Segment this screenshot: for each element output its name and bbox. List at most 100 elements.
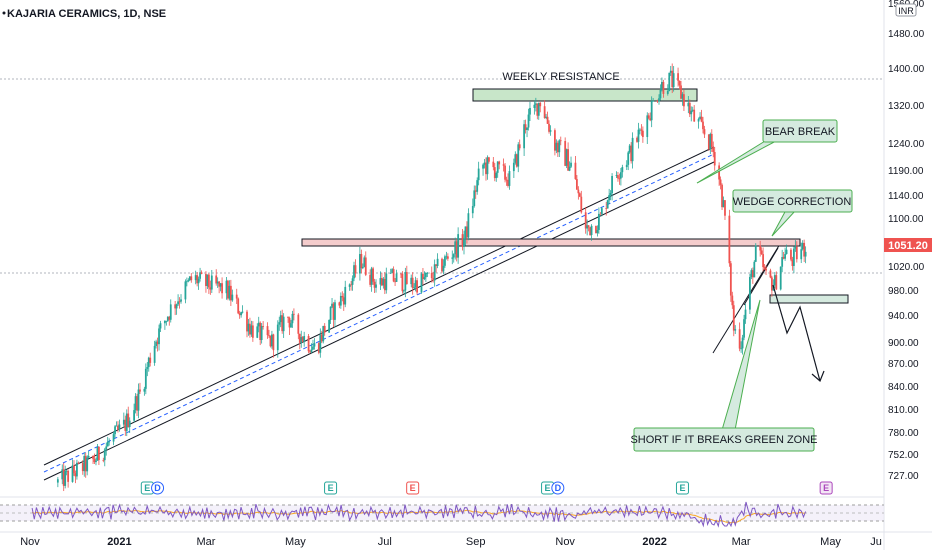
weekly-resistance-zone[interactable] (472, 88, 698, 102)
dividend-marker[interactable] (151, 481, 165, 495)
candle-body (385, 273, 388, 291)
candle-body (313, 343, 316, 347)
green-breakdown-zone[interactable] (769, 294, 849, 304)
candle-body (175, 304, 178, 309)
candle-body (177, 301, 179, 305)
candle-body (341, 295, 344, 298)
candle-body (231, 294, 234, 301)
candle-body (205, 273, 207, 287)
candle-body (383, 278, 386, 291)
candle-body (740, 348, 743, 350)
candle-body (62, 469, 65, 486)
candle-body (297, 314, 300, 334)
candle-body (784, 254, 786, 259)
candle-body (361, 266, 364, 269)
candle-body (279, 315, 282, 323)
candle-body (180, 299, 182, 302)
x-tick-label: Nov (20, 536, 40, 548)
candle-body (247, 323, 250, 332)
y-tick-label: 752.00 (888, 450, 919, 461)
candle-body (753, 261, 756, 278)
bear-break-callout[interactable]: BEAR BREAK (696, 119, 838, 184)
y-tick-label: 1140.00 (888, 191, 924, 202)
x-tick-label: May (820, 536, 841, 548)
rising-channel[interactable] (43, 146, 715, 481)
candle-body (564, 141, 567, 166)
channel-lower-line[interactable] (43, 161, 715, 481)
candle-body (639, 129, 641, 131)
candle-body (125, 413, 128, 431)
candle-body (790, 249, 792, 260)
candle-body (454, 241, 457, 255)
candle-body (523, 124, 526, 149)
candle-body (681, 94, 684, 99)
event-marker-label: E (144, 483, 150, 493)
earnings-marker[interactable] (406, 481, 420, 495)
candle-body (683, 94, 685, 107)
candle-body (257, 322, 260, 327)
candle-body (266, 326, 269, 336)
projection-arrow (772, 284, 825, 383)
candle-body (320, 334, 323, 342)
x-tick-label: May (285, 536, 306, 548)
candle-body (477, 168, 480, 181)
candle-body (621, 167, 624, 173)
candle-body (105, 446, 108, 450)
candle-body (473, 190, 476, 207)
candle-body (442, 265, 445, 272)
earnings-marker[interactable] (819, 481, 833, 495)
candle-body (271, 334, 273, 347)
candle-body (615, 175, 618, 177)
candle-body (640, 129, 643, 131)
candle-body (144, 368, 147, 389)
earnings-marker[interactable] (324, 481, 338, 495)
wedge-lower-line[interactable] (712, 243, 781, 354)
candle-body (702, 121, 704, 130)
candle-body (67, 470, 70, 482)
last-price-label: 1051.20 (888, 240, 928, 252)
candle-body (641, 130, 644, 138)
candle-body (282, 316, 285, 332)
candle-body (404, 272, 407, 291)
channel-upper-line[interactable] (43, 146, 715, 466)
weekly-resistance-label: WEEKLY RESISTANCE (502, 71, 619, 83)
candle-body (729, 263, 732, 296)
candle-body (290, 323, 292, 328)
candle-body (649, 118, 652, 121)
candle-body (328, 319, 331, 333)
candle-body (731, 295, 734, 306)
candle-body (636, 137, 638, 142)
candle-body (262, 326, 265, 327)
candle-body (517, 144, 520, 167)
candle-body (338, 302, 341, 306)
event-marker-label: D (555, 483, 562, 493)
candle-body (527, 114, 530, 128)
candle-body (240, 312, 243, 316)
time-axis[interactable]: Nov 2021 Mar May Jul Sep Nov 2022 Mar May Ju (20, 536, 882, 548)
candle-body (769, 270, 772, 278)
candle-body (106, 441, 109, 447)
short-callout[interactable]: SHORT IF IT BREAKS GREEN ZONE (630, 299, 818, 452)
candle-body (580, 196, 583, 213)
candle-body (114, 426, 116, 435)
candle-body (127, 413, 130, 428)
candle-body (471, 206, 474, 214)
earnings-marker[interactable] (675, 481, 689, 495)
wedge-correction-callout[interactable]: WEDGE CORRECTION (732, 189, 853, 237)
candle-body (430, 272, 433, 279)
candle-body (575, 179, 578, 190)
wedge-correction-box (732, 189, 853, 213)
candle-body (301, 337, 304, 342)
pink-support-zone[interactable] (301, 238, 801, 247)
candle-body (589, 227, 591, 236)
candle-body (505, 179, 508, 181)
currency-badge-box (895, 3, 917, 17)
y-tick-label: 1100.00 (888, 214, 924, 225)
candle-body (269, 335, 272, 347)
chart-title: KAJARIA CERAMICS, 1D, NSE (7, 8, 166, 20)
dividend-marker[interactable] (551, 481, 565, 495)
candle-body (568, 166, 571, 171)
candle-body (724, 200, 726, 216)
candle-body (631, 137, 634, 162)
